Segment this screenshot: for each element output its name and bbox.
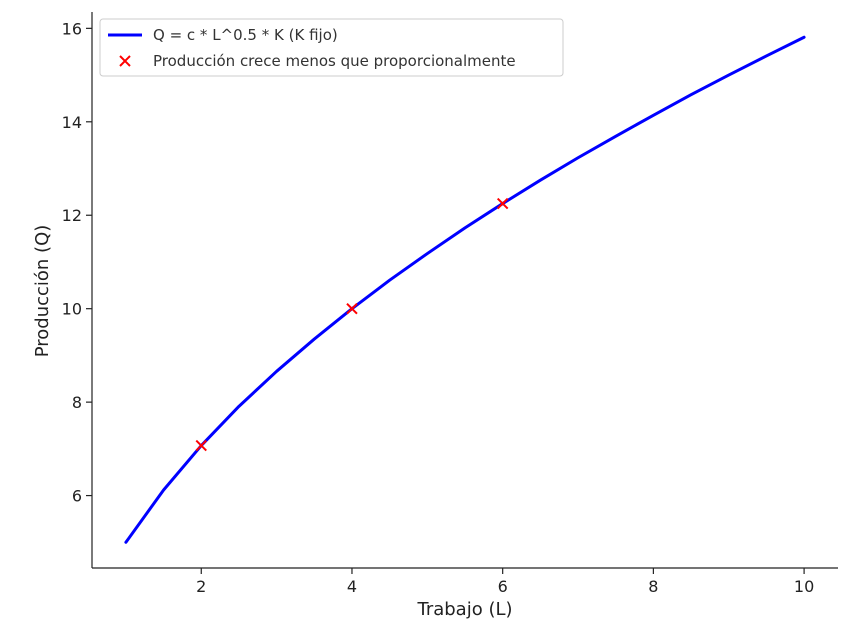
plot-area [124, 35, 806, 544]
production-curve-series [124, 35, 806, 544]
legend-box [99, 18, 564, 77]
y-tick-label: 12 [62, 206, 82, 225]
y-axis-ticks: 6 8 10 12 14 16 [62, 19, 92, 506]
x-tick-label: 10 [794, 577, 814, 596]
x-tick-label: 6 [498, 577, 508, 596]
y-tick-label: 16 [62, 19, 82, 38]
x-axis-label: Trabajo (L) [416, 599, 512, 620]
production-curve-line [124, 35, 806, 544]
y-tick-label: 6 [72, 487, 82, 506]
legend-entry-markers: Producción crece menos que proporcionalm… [153, 52, 516, 70]
y-tick-label: 14 [62, 113, 82, 132]
x-tick-label: 8 [648, 577, 658, 596]
x-marker-point [195, 439, 207, 452]
y-tick-label: 8 [72, 393, 82, 412]
x-tick-label: 4 [347, 577, 357, 596]
scatter-markers-series [195, 197, 509, 452]
legend-entry-curve: Q = c * L^0.5 * K (K fijo) [153, 26, 338, 44]
x-marker-point [346, 302, 358, 315]
y-axis-label: Producción (Q) [32, 225, 53, 358]
x-marker-point [496, 197, 509, 210]
x-axis-ticks: 2 4 6 8 10 [196, 568, 814, 596]
legend-x-marker-swatch [119, 55, 131, 67]
x-tick-label: 2 [196, 577, 206, 596]
legend: Q = c * L^0.5 * K (K fijo) Producción cr… [99, 18, 564, 77]
y-tick-label: 10 [62, 300, 82, 319]
